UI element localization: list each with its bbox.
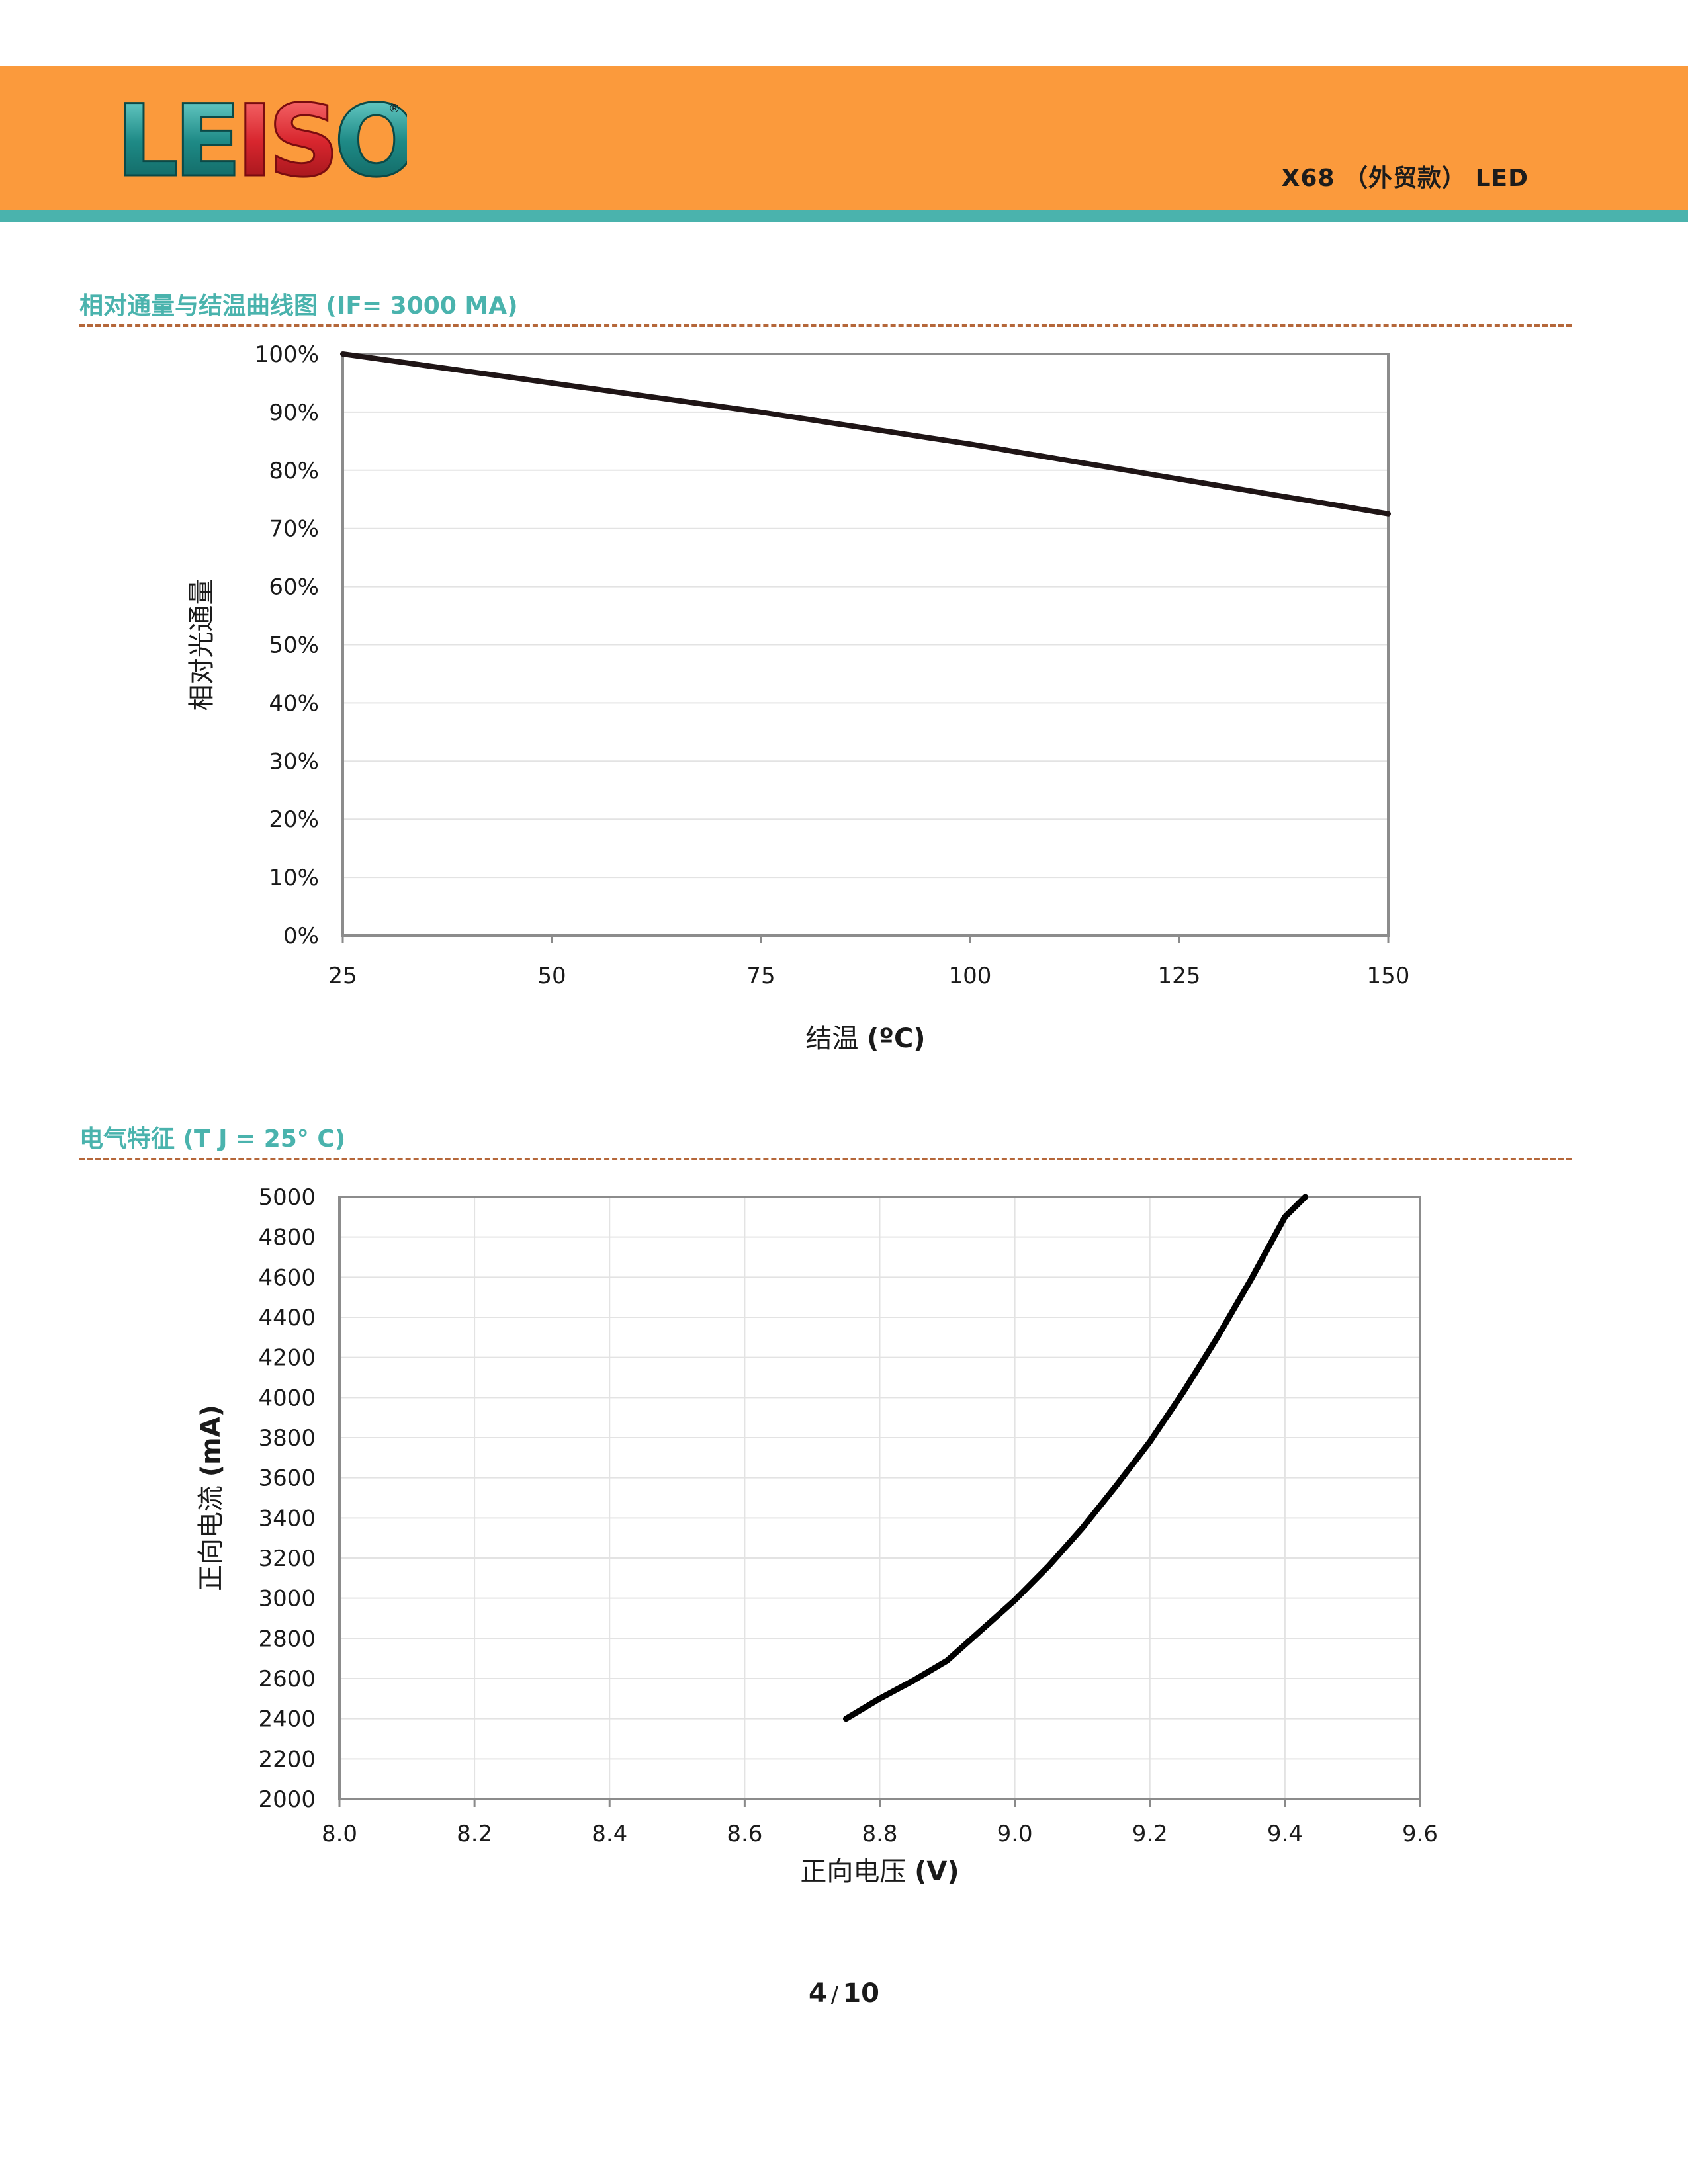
x-tick-label: 125 bbox=[1158, 963, 1201, 989]
y-tick-label: 3800 bbox=[258, 1425, 316, 1452]
y-tick-label: 5000 bbox=[258, 1184, 316, 1211]
y-tick-label: 2400 bbox=[258, 1706, 316, 1733]
x-tick-label: 75 bbox=[746, 963, 775, 989]
y-tick-label: 60% bbox=[269, 574, 319, 601]
y-tick-label: 3600 bbox=[258, 1465, 316, 1492]
y-tick-label: 4600 bbox=[258, 1264, 316, 1291]
y-tick-label: 0% bbox=[283, 923, 319, 949]
x-tick-label: 9.0 bbox=[997, 1821, 1033, 1847]
y-tick-label: 90% bbox=[269, 400, 319, 426]
y-tick-label: 100% bbox=[255, 341, 319, 368]
y-axis-title: 相对光通量 bbox=[187, 579, 217, 711]
x-tick-label: 8.2 bbox=[457, 1821, 492, 1847]
header-stripe bbox=[0, 210, 1688, 222]
y-tick-label: 20% bbox=[269, 807, 319, 833]
y-tick-label: 2000 bbox=[258, 1786, 316, 1813]
y-tick-label: 4400 bbox=[258, 1305, 316, 1331]
y-tick-label: 3000 bbox=[258, 1586, 316, 1612]
plot-area-frame bbox=[341, 353, 1390, 937]
section-divider bbox=[79, 1158, 1572, 1160]
x-tick-label: 100 bbox=[949, 963, 992, 989]
x-axis-title: 正向电压 (V) bbox=[800, 1856, 959, 1887]
plot-area-frame bbox=[338, 1196, 1421, 1800]
y-axis-title-unit: (mA) bbox=[196, 1405, 226, 1477]
page-current: 4 bbox=[809, 1978, 827, 2009]
section-title-flux-vs-temp: 相对通量与结温曲线图 (IF= 3000 MA) bbox=[79, 292, 518, 320]
x-axis-title-text: 正向电压 bbox=[800, 1856, 914, 1887]
y-tick-label: 2600 bbox=[258, 1666, 316, 1692]
x-tick-label: 8.6 bbox=[727, 1821, 762, 1847]
x-tick-label: 50 bbox=[537, 963, 566, 989]
y-tick-label: 50% bbox=[269, 633, 319, 659]
x-axis-title-text: 结温 bbox=[805, 1024, 867, 1054]
y-tick-label: 3400 bbox=[258, 1505, 316, 1532]
header-band bbox=[0, 66, 1688, 210]
leiso-logo: LEISO ® bbox=[116, 93, 407, 192]
y-tick-label: 10% bbox=[269, 865, 319, 891]
y-tick-label: 4000 bbox=[258, 1385, 316, 1411]
page-number: 4/10 bbox=[0, 1978, 1688, 2009]
y-tick-label: 70% bbox=[269, 516, 319, 543]
y-tick-label: 2200 bbox=[258, 1746, 316, 1772]
y-axis-title-text: 相对光通量 bbox=[187, 579, 217, 711]
series-line bbox=[340, 351, 1391, 517]
x-axis-title: 结温 (ºC) bbox=[805, 1024, 925, 1054]
page-total: 10 bbox=[842, 1978, 879, 2009]
y-tick-label: 40% bbox=[269, 690, 319, 717]
x-tick-label: 8.4 bbox=[592, 1821, 627, 1847]
section-divider bbox=[79, 324, 1572, 327]
y-tick-label: 30% bbox=[269, 748, 319, 775]
page-separator: / bbox=[830, 1982, 839, 2008]
x-tick-label: 9.4 bbox=[1267, 1821, 1303, 1847]
svg-text:LEISO: LEISO bbox=[116, 93, 407, 192]
x-tick-label: 150 bbox=[1367, 963, 1410, 989]
series-line bbox=[843, 1194, 1308, 1722]
x-tick-label: 9.2 bbox=[1132, 1821, 1168, 1847]
x-axis-title-unit: (ºC) bbox=[867, 1024, 925, 1054]
y-tick-label: 3200 bbox=[258, 1546, 316, 1572]
section-title-electrical: 电气特征 (T J = 25° C) bbox=[79, 1125, 346, 1153]
registered-mark: ® bbox=[388, 102, 400, 116]
y-tick-label: 4800 bbox=[258, 1225, 316, 1251]
y-axis-title-text: 正向电流 bbox=[196, 1477, 226, 1591]
y-tick-label: 80% bbox=[269, 458, 319, 484]
y-tick-label: 4200 bbox=[258, 1345, 316, 1372]
x-tick-label: 8.0 bbox=[322, 1821, 357, 1847]
y-tick-label: 2800 bbox=[258, 1626, 316, 1652]
x-tick-label: 8.8 bbox=[862, 1821, 897, 1847]
x-axis-title-unit: (V) bbox=[914, 1856, 959, 1887]
x-tick-label: 9.6 bbox=[1402, 1821, 1438, 1847]
forward-current-vs-voltage-chart: 2000 2200 2400 2600 2800 3000 3200 3400 3600 3800… bbox=[196, 1184, 1438, 1887]
x-tick-label: 25 bbox=[328, 963, 357, 989]
flux-vs-junction-temp-chart: 0% 10% 20% 30% 40% 50% 60% 70% 80% 90% 100% 25 50 75 1… bbox=[187, 341, 1410, 1054]
document-title: X68 （外贸款） LED bbox=[1281, 165, 1529, 192]
y-axis-title: 正向电流 (mA) bbox=[196, 1405, 226, 1591]
